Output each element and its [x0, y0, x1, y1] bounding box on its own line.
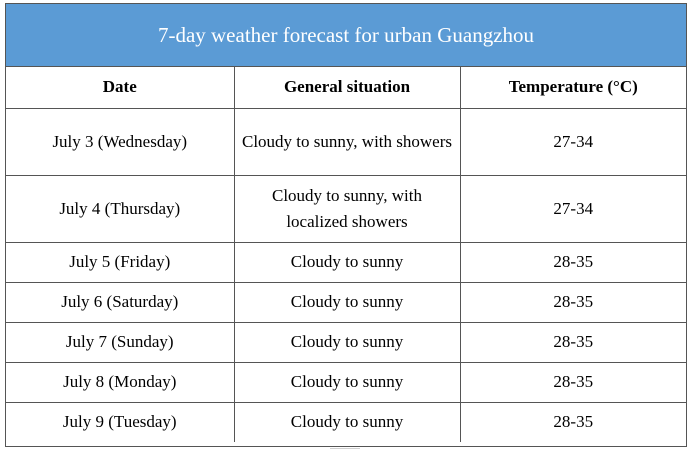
situation-cell: Cloudy to sunny — [233, 321, 461, 363]
situation-cell: Cloudy to sunny — [233, 361, 461, 403]
date-cell: July 5 (Friday) — [6, 241, 235, 283]
temperature-cell: 27-34 — [459, 107, 686, 176]
table-row: July 4 (Thursday) Cloudy to sunny, with … — [6, 174, 686, 243]
date-cell: July 4 (Thursday) — [6, 174, 235, 243]
date-cell: July 3 (Wednesday) — [6, 107, 235, 176]
table-row: July 7 (Sunday) Cloudy to sunny 28-35 — [6, 321, 686, 363]
temperature-cell: 28-35 — [459, 281, 686, 323]
column-header-date: Date — [6, 67, 235, 109]
header-row: Date General situation Temperature (°C) — [6, 67, 686, 109]
forecast-sheet: 7-day weather forecast for urban Guangzh… — [5, 3, 687, 447]
forecast-title: 7-day weather forecast for urban Guangzh… — [157, 22, 535, 47]
temperature-cell: 28-35 — [459, 321, 686, 363]
temperature-cell: 28-35 — [459, 361, 686, 403]
situation-cell: Cloudy to sunny — [233, 401, 461, 442]
temperature-cell: 28-35 — [459, 241, 686, 283]
situation-cell: Cloudy to sunny — [233, 241, 461, 283]
temperature-cell: 27-34 — [459, 174, 686, 243]
table-row: July 3 (Wednesday) Cloudy to sunny, with… — [6, 107, 686, 176]
date-cell: July 7 (Sunday) — [6, 321, 235, 363]
column-header-situation: General situation — [233, 67, 461, 109]
date-cell: July 8 (Monday) — [6, 361, 235, 403]
date-cell: July 9 (Tuesday) — [6, 401, 235, 442]
temperature-cell: 28-35 — [459, 401, 686, 442]
date-cell: July 6 (Saturday) — [6, 281, 235, 323]
table-row: July 9 (Tuesday) Cloudy to sunny 28-35 — [6, 401, 686, 442]
situation-cell: Cloudy to sunny, with showers — [233, 107, 461, 176]
situation-cell: Cloudy to sunny, with localized showers — [233, 174, 461, 243]
forecast-title-banner: 7-day weather forecast for urban Guangzh… — [6, 4, 686, 67]
page-edge-mark — [330, 448, 360, 451]
column-header-temperature: Temperature (°C) — [459, 67, 686, 109]
forecast-table: Date General situation Temperature (°C) … — [6, 67, 686, 442]
situation-cell: Cloudy to sunny — [233, 281, 461, 323]
table-row: July 8 (Monday) Cloudy to sunny 28-35 — [6, 361, 686, 403]
table-row: July 5 (Friday) Cloudy to sunny 28-35 — [6, 241, 686, 283]
table-row: July 6 (Saturday) Cloudy to sunny 28-35 — [6, 281, 686, 323]
